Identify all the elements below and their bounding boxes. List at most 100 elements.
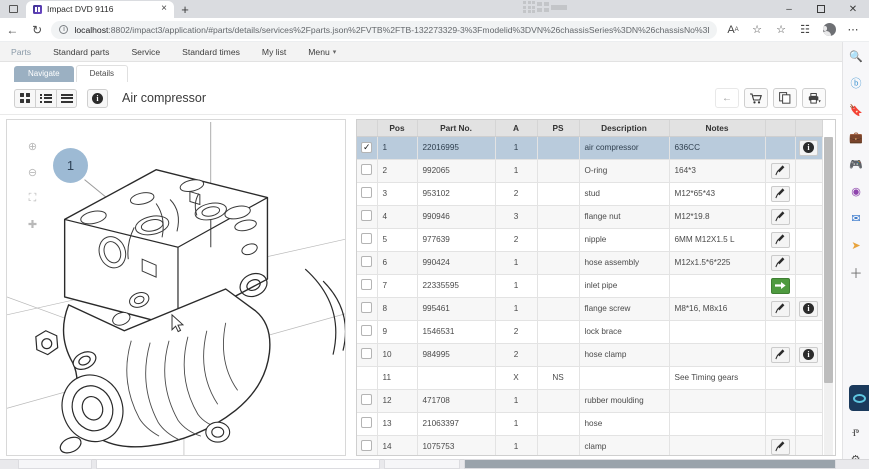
table-row[interactable]: 11 X NS See Timing gears — [357, 366, 823, 390]
add-to-cart-button[interactable] — [744, 88, 768, 108]
row-select-cell[interactable] — [357, 343, 378, 367]
browser-essentials-icon[interactable]: ◉ — [851, 185, 861, 198]
th-description[interactable]: Description — [579, 120, 670, 137]
search-icon[interactable]: 🔍 — [849, 50, 863, 63]
table-row[interactable]: 8 995461 1 flange screw M8*16, M8x16 i — [357, 297, 823, 321]
row-checkbox[interactable]: ✓ — [361, 142, 373, 153]
taskbar-segment-1[interactable] — [18, 459, 92, 469]
copilot-flyout-tab[interactable] — [849, 385, 869, 411]
standard-parts-tool-button[interactable] — [770, 346, 790, 363]
table-row[interactable]: 12 471708 1 rubber moulding — [357, 389, 823, 413]
row-select-cell[interactable] — [357, 228, 378, 252]
detail-view-button[interactable] — [56, 88, 77, 108]
games-icon[interactable]: 🎮 — [849, 158, 863, 171]
table-row[interactable]: 7 22335595 1 inlet pipe — [357, 274, 823, 298]
parts-table-container[interactable]: Pos Part No. A PS Description Notes ✓ 1 22… — [356, 119, 836, 456]
th-part-no[interactable]: Part No. — [417, 120, 496, 137]
cell-action-primary[interactable] — [765, 159, 796, 183]
row-checkbox[interactable] — [361, 302, 373, 313]
callout-marker-1[interactable]: 1 — [53, 148, 88, 183]
illustration-panel[interactable]: ⊕ ⊖ ⛶ ✚ 1 — [6, 119, 346, 456]
minimize-button[interactable]: – — [786, 3, 792, 15]
table-row[interactable]: 10 984995 2 hose clamp i — [357, 343, 823, 367]
close-tab-icon[interactable]: × — [161, 3, 167, 14]
standard-parts-tool-button[interactable] — [770, 208, 790, 225]
window-snap-layouts[interactable] — [523, 1, 567, 13]
taskbar-segment-2[interactable] — [96, 459, 380, 469]
zoom-in-icon[interactable]: ⊕ — [27, 141, 38, 153]
menu-item-parts[interactable]: Parts — [0, 42, 42, 62]
row-checkbox[interactable] — [361, 417, 373, 428]
cell-action-primary[interactable] — [765, 228, 796, 252]
print-button[interactable]: ▾ — [802, 88, 826, 108]
cell-action-info[interactable]: i — [795, 343, 823, 367]
tools-icon[interactable]: 💼 — [849, 131, 863, 144]
row-checkbox[interactable] — [361, 348, 373, 359]
row-select-cell[interactable] — [357, 412, 378, 436]
row-select-cell[interactable] — [357, 182, 378, 206]
standard-parts-tool-button[interactable] — [770, 185, 790, 202]
menu-item-standard-parts[interactable]: Standard parts — [42, 42, 120, 62]
table-row[interactable]: 13 21063397 1 hose — [357, 412, 823, 436]
row-select-cell[interactable] — [357, 274, 378, 298]
part-info-button[interactable]: i — [799, 300, 818, 317]
cell-action-primary[interactable] — [765, 274, 796, 298]
cell-action-info[interactable]: i — [795, 136, 823, 160]
row-select-cell[interactable] — [357, 435, 378, 455]
row-checkbox[interactable] — [361, 394, 373, 405]
row-select-cell[interactable] — [357, 205, 378, 229]
cell-action-primary[interactable] — [765, 182, 796, 206]
table-row[interactable]: 4 990946 3 flange nut M12*19.8 — [357, 205, 823, 229]
th-pos[interactable]: Pos — [377, 120, 418, 137]
browser-tab[interactable]: Impact DVD 9116 × — [26, 0, 174, 18]
go-to-part-button[interactable] — [770, 277, 790, 294]
back-arrow-button[interactable]: ← — [715, 88, 739, 108]
profile-avatar-icon[interactable] — [817, 18, 841, 42]
maximize-button[interactable] — [805, 0, 837, 18]
standard-parts-tool-button[interactable] — [770, 231, 790, 248]
fit-screen-icon[interactable]: ⛶ — [28, 192, 37, 204]
tab-navigate[interactable]: Navigate — [14, 65, 74, 82]
copilot-icon[interactable]: ⓑ — [850, 78, 862, 90]
menu-item-menu[interactable]: Menu ▾ — [297, 42, 347, 62]
collections-icon[interactable]: ☷ — [800, 24, 810, 36]
menu-item-my-list[interactable]: My list — [251, 42, 297, 62]
row-checkbox[interactable] — [361, 233, 373, 244]
cell-action-primary[interactable] — [765, 435, 796, 455]
new-tab-button[interactable]: + — [181, 1, 189, 17]
table-scrollbar[interactable] — [824, 137, 833, 455]
tab-actions-menu-button[interactable] — [0, 0, 26, 18]
add-favorite-icon[interactable]: ☆ — [752, 24, 762, 36]
menu-item-standard-times[interactable]: Standard times — [171, 42, 251, 62]
cell-action-info[interactable]: i — [795, 297, 823, 321]
taskbar-segment-3[interactable] — [384, 459, 460, 469]
row-checkbox[interactable] — [361, 210, 373, 221]
reload-button[interactable]: ↻ — [32, 22, 43, 37]
shopping-tag-icon[interactable]: 🔖 — [849, 104, 863, 117]
favorites-icon[interactable]: ☆ — [776, 24, 786, 36]
site-info-icon[interactable]: i — [59, 25, 69, 34]
th-ps[interactable]: PS — [537, 120, 580, 137]
back-button[interactable]: ← — [6, 22, 19, 37]
standard-parts-tool-button[interactable] — [770, 300, 790, 317]
split-screen-icon[interactable]: Ⱂ — [851, 427, 860, 439]
row-checkbox[interactable] — [361, 164, 373, 175]
table-scrollbar-thumb[interactable] — [824, 137, 833, 383]
copy-button[interactable] — [773, 88, 797, 108]
standard-parts-tool-button[interactable] — [770, 254, 790, 271]
row-checkbox[interactable] — [361, 279, 373, 290]
address-bar[interactable]: i localhost:8802/impact3/application/#pa… — [51, 20, 717, 39]
office-icon[interactable]: ➤ — [851, 239, 861, 252]
part-info-button[interactable]: i — [799, 139, 818, 156]
row-select-cell[interactable] — [357, 297, 378, 321]
outlook-icon[interactable]: ✉ — [851, 212, 861, 225]
standard-parts-tool-button[interactable] — [770, 162, 790, 179]
menu-item-service[interactable]: Service — [120, 42, 171, 62]
list-view-button[interactable] — [35, 88, 56, 108]
table-row[interactable]: 5 977639 2 nipple 6MM M12X1.5 L — [357, 228, 823, 252]
row-checkbox[interactable] — [361, 325, 373, 336]
table-row[interactable]: 6 990424 1 hose assembly M12x1.5*6*225 — [357, 251, 823, 275]
row-select-cell[interactable] — [357, 320, 378, 344]
th-notes[interactable]: Notes — [669, 120, 766, 137]
